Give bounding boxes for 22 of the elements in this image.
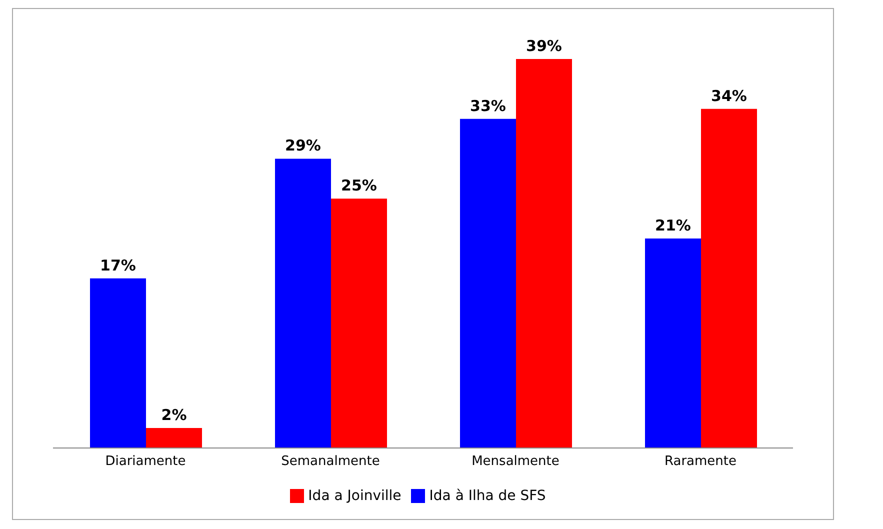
bar (645, 238, 701, 448)
data-label: 2% (161, 406, 187, 424)
x-tick-label: Mensalmente (472, 454, 560, 470)
data-label: 29% (285, 136, 321, 155)
x-tick-label: Semanalmente (281, 454, 380, 470)
bar (275, 158, 331, 448)
bar (331, 198, 387, 448)
data-label: 39% (526, 37, 562, 55)
bar (701, 108, 757, 448)
x-tick-label: Raramente (664, 454, 737, 470)
bar (516, 59, 572, 448)
data-label: 17% (100, 256, 136, 274)
data-label: 33% (470, 96, 506, 115)
bar (146, 428, 202, 448)
data-label: 25% (341, 176, 377, 195)
data-label: 34% (711, 86, 747, 105)
bar (460, 118, 516, 448)
bar (90, 278, 146, 448)
legend-label: Ida à Ilha de SFS (429, 488, 546, 504)
data-label: 21% (655, 216, 691, 235)
x-tick-label: Diariamente (105, 454, 186, 470)
legend-label: Ida a Joinville (308, 488, 402, 504)
